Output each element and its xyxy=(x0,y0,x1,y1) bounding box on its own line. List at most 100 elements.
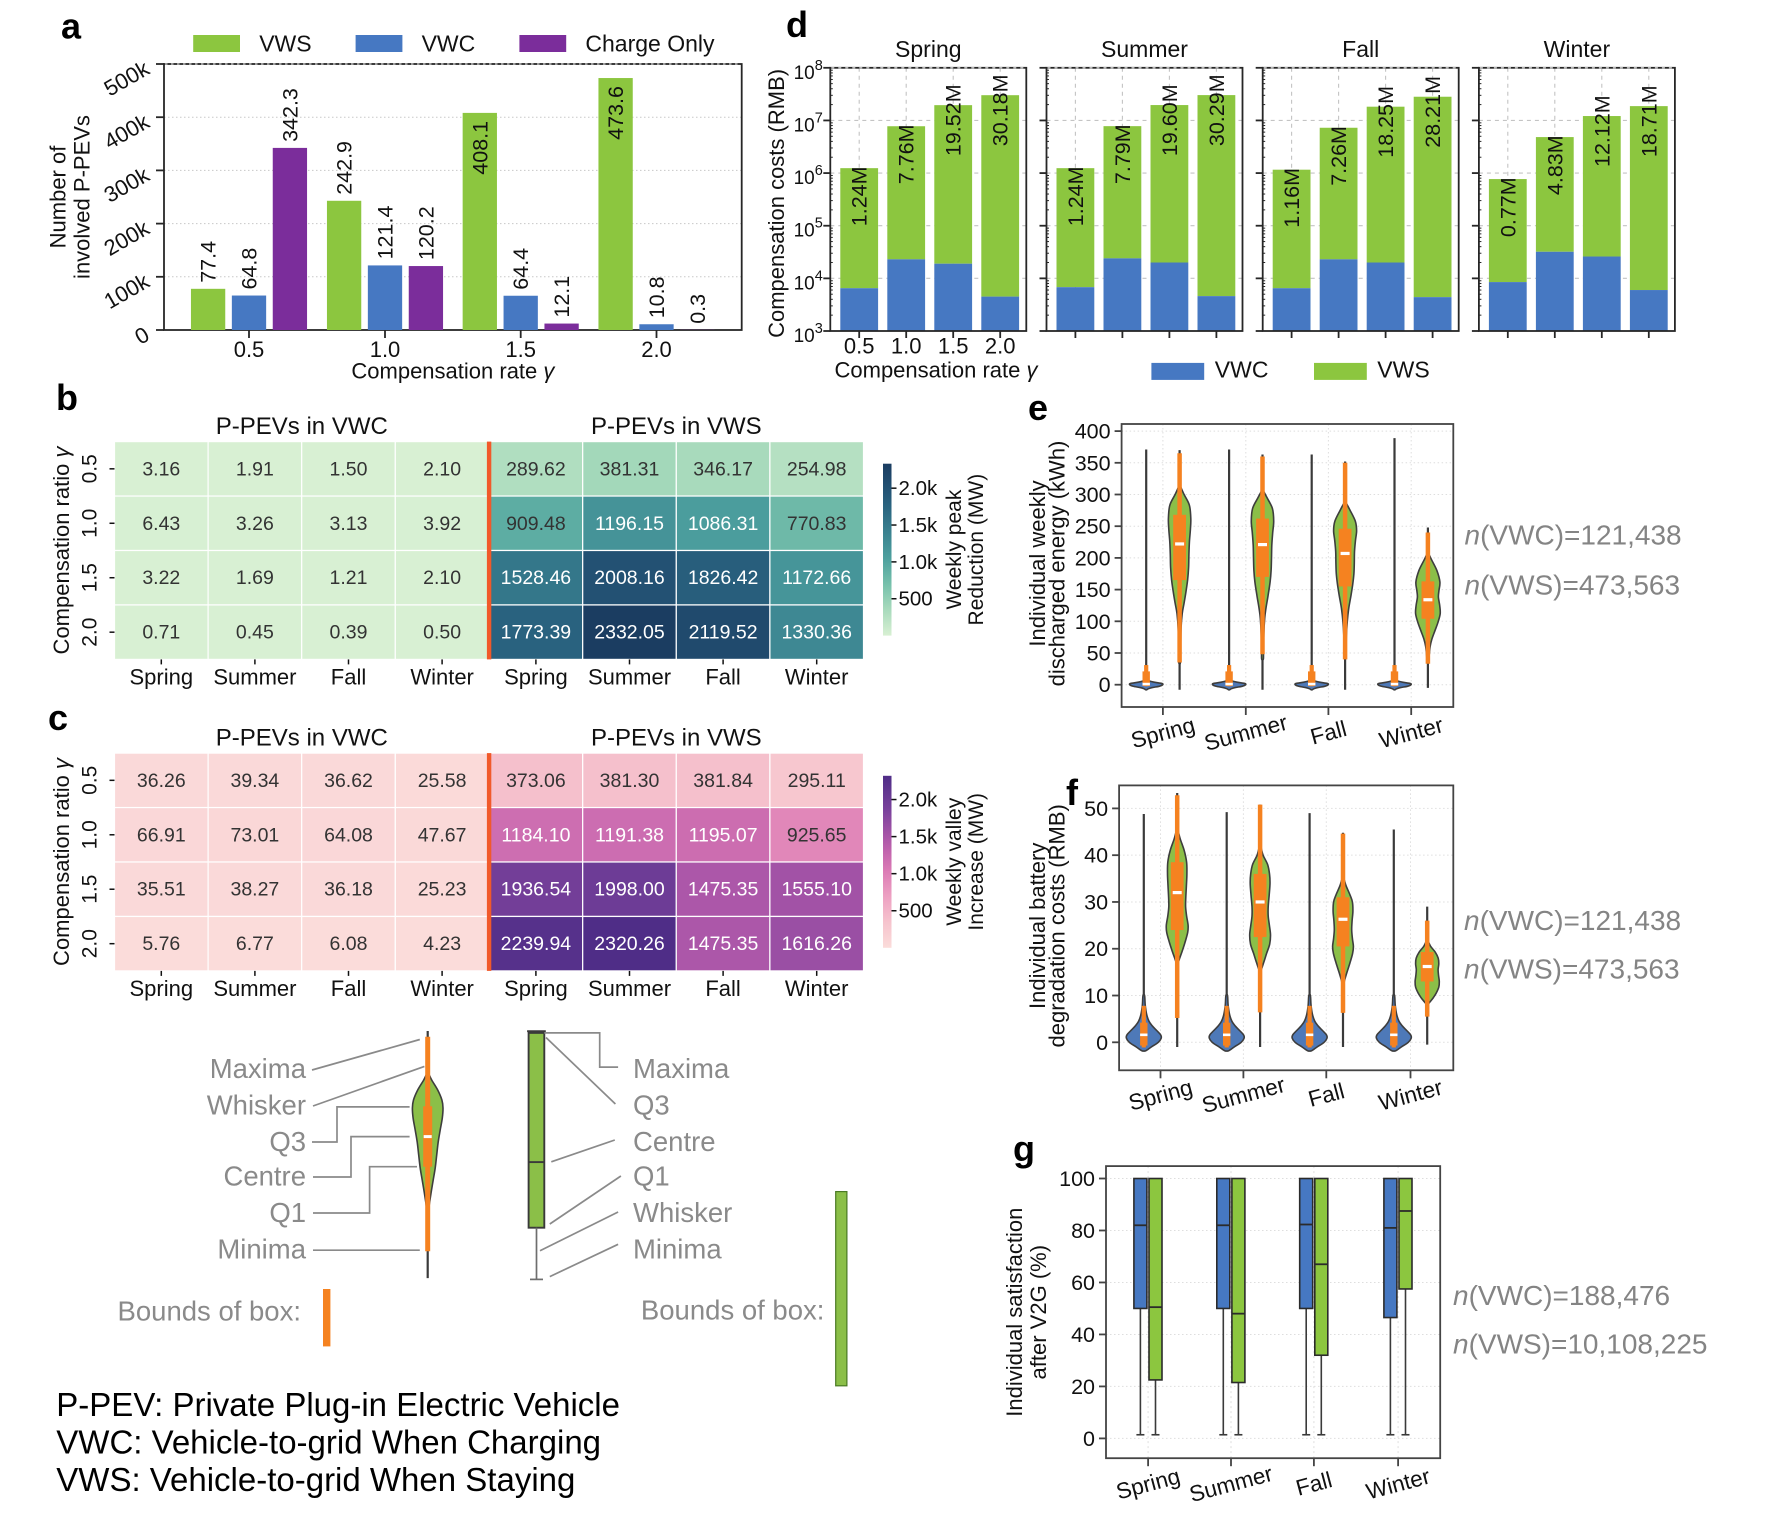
svg-text:0.45: 0.45 xyxy=(236,622,274,644)
svg-text:0: 0 xyxy=(1096,1031,1108,1055)
svg-text:120.2: 120.2 xyxy=(414,206,438,260)
svg-text:0.5: 0.5 xyxy=(234,337,265,362)
svg-text:1172.66: 1172.66 xyxy=(782,567,851,589)
svg-text:1936.54: 1936.54 xyxy=(501,879,572,901)
svg-text:VWC: Vehicle-to-grid When Char: VWC: Vehicle-to-grid When Charging xyxy=(56,1424,601,1461)
svg-text:P-PEVs in VWS: P-PEVs in VWS xyxy=(591,725,762,752)
svg-text:Summer: Summer xyxy=(213,976,296,1001)
svg-text:20: 20 xyxy=(1071,1375,1095,1399)
svg-text:3.92: 3.92 xyxy=(423,513,461,535)
svg-text:2.10: 2.10 xyxy=(423,458,461,480)
svg-text:0.39: 0.39 xyxy=(330,622,368,644)
svg-text:Bounds of box:: Bounds of box: xyxy=(641,1295,824,1326)
svg-text:2.10: 2.10 xyxy=(423,567,461,589)
svg-text:n(VWS)=473,563: n(VWS)=473,563 xyxy=(1465,570,1681,601)
svg-text:Winter: Winter xyxy=(785,976,849,1001)
svg-text:1528.46: 1528.46 xyxy=(501,567,572,589)
svg-text:1.5k: 1.5k xyxy=(899,514,938,537)
svg-text:0.5: 0.5 xyxy=(79,766,102,795)
svg-text:80: 80 xyxy=(1071,1219,1095,1243)
svg-text:n(VWC)=121,438: n(VWC)=121,438 xyxy=(1465,520,1682,551)
svg-text:2.0: 2.0 xyxy=(641,337,672,362)
svg-text:0.71: 0.71 xyxy=(142,622,180,644)
svg-text:Q1: Q1 xyxy=(269,1197,306,1228)
svg-text:1.21: 1.21 xyxy=(330,567,368,589)
svg-text:1.5: 1.5 xyxy=(505,337,536,362)
svg-text:3.13: 3.13 xyxy=(330,513,368,535)
svg-text:Compensation ratio γ: Compensation ratio γ xyxy=(49,756,74,966)
svg-text:1.24M: 1.24M xyxy=(848,166,872,226)
svg-text:254.98: 254.98 xyxy=(787,458,847,480)
svg-text:Spring: Spring xyxy=(130,664,194,689)
svg-text:500: 500 xyxy=(899,588,933,611)
svg-text:0: 0 xyxy=(1099,673,1111,697)
svg-text:Maxima: Maxima xyxy=(633,1053,730,1084)
svg-text:19.52M: 19.52M xyxy=(942,84,966,156)
svg-text:40: 40 xyxy=(1071,1323,1095,1347)
svg-text:30.18M: 30.18M xyxy=(989,74,1013,146)
svg-text:VWS: VWS xyxy=(1377,357,1429,383)
svg-text:1.0k: 1.0k xyxy=(899,551,938,574)
svg-text:n(VWS)=10,108,225: n(VWS)=10,108,225 xyxy=(1453,1328,1708,1359)
svg-text:P-PEVs in VWC: P-PEVs in VWC xyxy=(216,413,388,440)
svg-text:50: 50 xyxy=(1084,797,1108,821)
svg-text:Centre: Centre xyxy=(223,1161,306,1192)
svg-text:1086.31: 1086.31 xyxy=(688,513,759,535)
svg-text:64.4: 64.4 xyxy=(509,248,533,290)
svg-text:Summer: Summer xyxy=(588,976,671,1001)
svg-text:Number of: Number of xyxy=(46,145,71,249)
svg-text:a: a xyxy=(61,6,82,47)
svg-text:400: 400 xyxy=(1075,420,1111,444)
svg-text:100: 100 xyxy=(1059,1167,1095,1191)
svg-text:Whisker: Whisker xyxy=(633,1197,732,1228)
svg-text:3.22: 3.22 xyxy=(142,567,180,589)
svg-text:1.5: 1.5 xyxy=(79,563,102,592)
svg-text:64.8: 64.8 xyxy=(238,248,262,290)
svg-text:6.08: 6.08 xyxy=(330,933,368,955)
svg-text:381.30: 381.30 xyxy=(600,770,660,792)
svg-text:Summer: Summer xyxy=(1101,36,1188,62)
svg-text:1.24M: 1.24M xyxy=(1064,166,1088,226)
svg-text:Q3: Q3 xyxy=(633,1090,670,1121)
svg-text:36.26: 36.26 xyxy=(137,770,186,792)
svg-text:381.31: 381.31 xyxy=(600,458,660,480)
svg-text:Spring: Spring xyxy=(130,976,194,1001)
svg-text:2.0k: 2.0k xyxy=(899,477,938,500)
svg-text:30: 30 xyxy=(1084,891,1108,915)
svg-text:19.60M: 19.60M xyxy=(1158,84,1182,156)
svg-text:25.23: 25.23 xyxy=(418,879,467,901)
svg-text:Increase (MW): Increase (MW) xyxy=(965,793,988,931)
svg-text:Winter: Winter xyxy=(1544,36,1611,62)
svg-text:7.79M: 7.79M xyxy=(1111,124,1135,184)
svg-text:2008.16: 2008.16 xyxy=(594,567,665,589)
svg-text:66.91: 66.91 xyxy=(137,824,186,846)
svg-text:1.0k: 1.0k xyxy=(899,863,938,886)
svg-text:35.51: 35.51 xyxy=(137,879,186,901)
svg-text:b: b xyxy=(56,377,78,418)
svg-text:involved P-PEVs: involved P-PEVs xyxy=(70,115,95,279)
svg-text:500: 500 xyxy=(899,900,933,923)
svg-text:Fall: Fall xyxy=(1342,36,1379,62)
svg-text:7.26M: 7.26M xyxy=(1327,126,1351,186)
svg-text:28.21M: 28.21M xyxy=(1421,76,1445,148)
svg-text:12.12M: 12.12M xyxy=(1590,95,1614,167)
svg-text:Weekly peak: Weekly peak xyxy=(943,489,966,609)
svg-text:38.27: 38.27 xyxy=(230,879,279,901)
svg-text:Compensation costs (RMB): Compensation costs (RMB) xyxy=(764,69,789,338)
svg-text:n(VWC)=121,438: n(VWC)=121,438 xyxy=(1464,905,1681,936)
svg-text:473.6: 473.6 xyxy=(604,86,628,140)
svg-text:2239.94: 2239.94 xyxy=(501,933,572,955)
svg-text:39.34: 39.34 xyxy=(230,770,279,792)
svg-text:1196.15: 1196.15 xyxy=(595,513,664,535)
svg-text:Bounds of box:: Bounds of box: xyxy=(118,1296,301,1327)
svg-text:Winter: Winter xyxy=(410,976,474,1001)
svg-text:1.16M: 1.16M xyxy=(1280,168,1304,228)
svg-text:909.48: 909.48 xyxy=(506,513,566,535)
svg-text:Spring: Spring xyxy=(504,664,568,689)
svg-text:1.91: 1.91 xyxy=(236,458,274,480)
svg-text:n(VWS)=473,563: n(VWS)=473,563 xyxy=(1464,954,1680,985)
svg-text:1.0: 1.0 xyxy=(79,509,102,538)
svg-text:VWC: VWC xyxy=(422,31,476,57)
svg-text:2.0k: 2.0k xyxy=(899,789,938,812)
svg-text:150: 150 xyxy=(1075,578,1111,602)
